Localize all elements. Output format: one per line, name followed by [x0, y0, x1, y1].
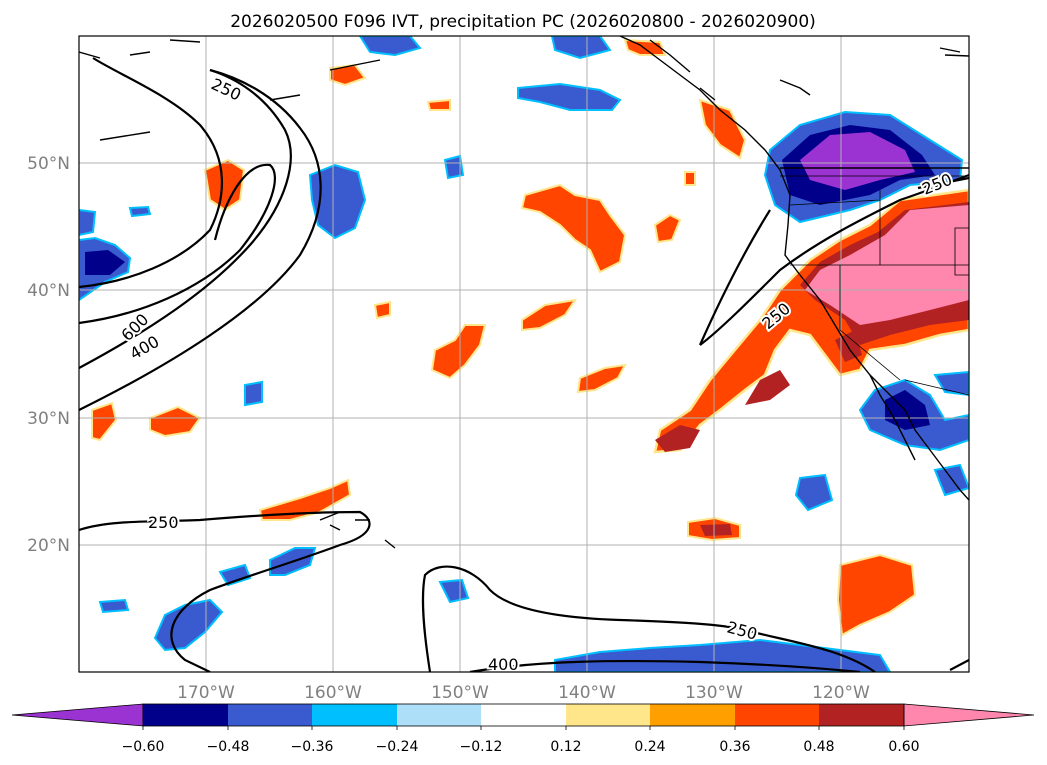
lon-label: 170°W — [177, 683, 235, 703]
colorbar-bin — [566, 704, 650, 726]
map-frame — [78, 35, 970, 673]
colorbar-tick-label: −0.36 — [291, 739, 334, 755]
colorbar-extend-low — [11, 703, 144, 727]
lon-label: 120°W — [812, 683, 870, 703]
colorbar-bin — [819, 704, 904, 726]
lat-label: 50°N — [27, 154, 70, 174]
lon-label: 150°W — [431, 683, 489, 703]
precip-region-sw-deep — [885, 390, 930, 430]
colorbar-bin — [735, 704, 819, 726]
colorbar-bin — [397, 704, 481, 726]
colorbar-tick-labels: −0.60 −0.48 −0.36 −0.24 −0.12 0.12 0.24 … — [122, 739, 920, 755]
latitude-labels: 50°N 40°N 30°N 20°N — [27, 154, 70, 556]
precip-region-np7 — [79, 154, 465, 407]
political-borders — [780, 175, 969, 396]
precip-region-np1-deep — [85, 250, 125, 275]
precip-region-mexico-positive — [836, 553, 917, 637]
precip-region-np5 — [98, 547, 470, 652]
precip-region-np3 — [517, 82, 622, 111]
colorbar-outline — [142, 703, 905, 727]
colorbar-bin — [481, 704, 566, 726]
colorbar-tick-label: −0.48 — [207, 739, 250, 755]
precip-region-cp8 — [91, 401, 202, 442]
precip-region-cp1 — [520, 183, 627, 274]
precip-region-cp7 — [203, 158, 246, 212]
precip-region-np6 — [554, 638, 892, 672]
precip-region-np4 — [358, 36, 612, 60]
colorbar-bin — [143, 704, 228, 726]
precip-region-cp2 — [430, 324, 487, 380]
colorbar-tick-label: 0.36 — [719, 739, 750, 755]
precip-region-cp9 — [329, 63, 747, 320]
colorbar — [11, 703, 1035, 730]
colorbar-tick-label: 0.12 — [550, 739, 581, 755]
colorbar-tick-label: 0.48 — [803, 739, 834, 755]
colorbar-tick-label: 0.24 — [634, 739, 665, 755]
graticule — [79, 36, 969, 672]
chart-title: 2026020500 F096 IVT, precipitation PC (2… — [230, 12, 816, 32]
colorbar-bin — [312, 704, 397, 726]
colorbar-bin — [228, 704, 312, 726]
lat-label: 20°N — [27, 536, 70, 556]
precip-region-plume-south-dark — [700, 524, 732, 536]
precipitation-fields — [79, 36, 969, 672]
colorbar-tick-label: −0.24 — [376, 739, 419, 755]
precip-region-pnw-core — [800, 132, 915, 190]
lat-label: 30°N — [27, 409, 70, 429]
colorbar-tick-label: −0.60 — [122, 739, 165, 755]
colorbar-tick-label: −0.12 — [460, 739, 503, 755]
longitude-labels: 170°W 160°W 150°W 140°W 130°W 120°W — [177, 683, 870, 703]
precip-region-plume-dark — [655, 330, 862, 452]
contour-label: 250 — [148, 513, 179, 532]
contour-label: 250 — [725, 618, 759, 644]
lon-label: 160°W — [304, 683, 362, 703]
colorbar-tick-label: 0.60 — [888, 739, 919, 755]
precip-region-mexico-negative — [794, 370, 969, 512]
lon-label: 140°W — [558, 683, 616, 703]
colorbar-bin — [650, 704, 735, 726]
ivt-contours — [79, 57, 969, 672]
precip-region-cp3 — [521, 298, 578, 332]
precip-region-np2 — [308, 163, 367, 240]
colorbar-extend-high — [903, 703, 1035, 727]
precip-region-cp6 — [258, 478, 352, 521]
precip-region-cp4 — [576, 363, 627, 394]
contour-label: 400 — [488, 655, 519, 674]
lon-label: 130°W — [685, 683, 743, 703]
precip-region-cp5 — [653, 213, 682, 244]
lat-label: 40°N — [27, 281, 70, 301]
